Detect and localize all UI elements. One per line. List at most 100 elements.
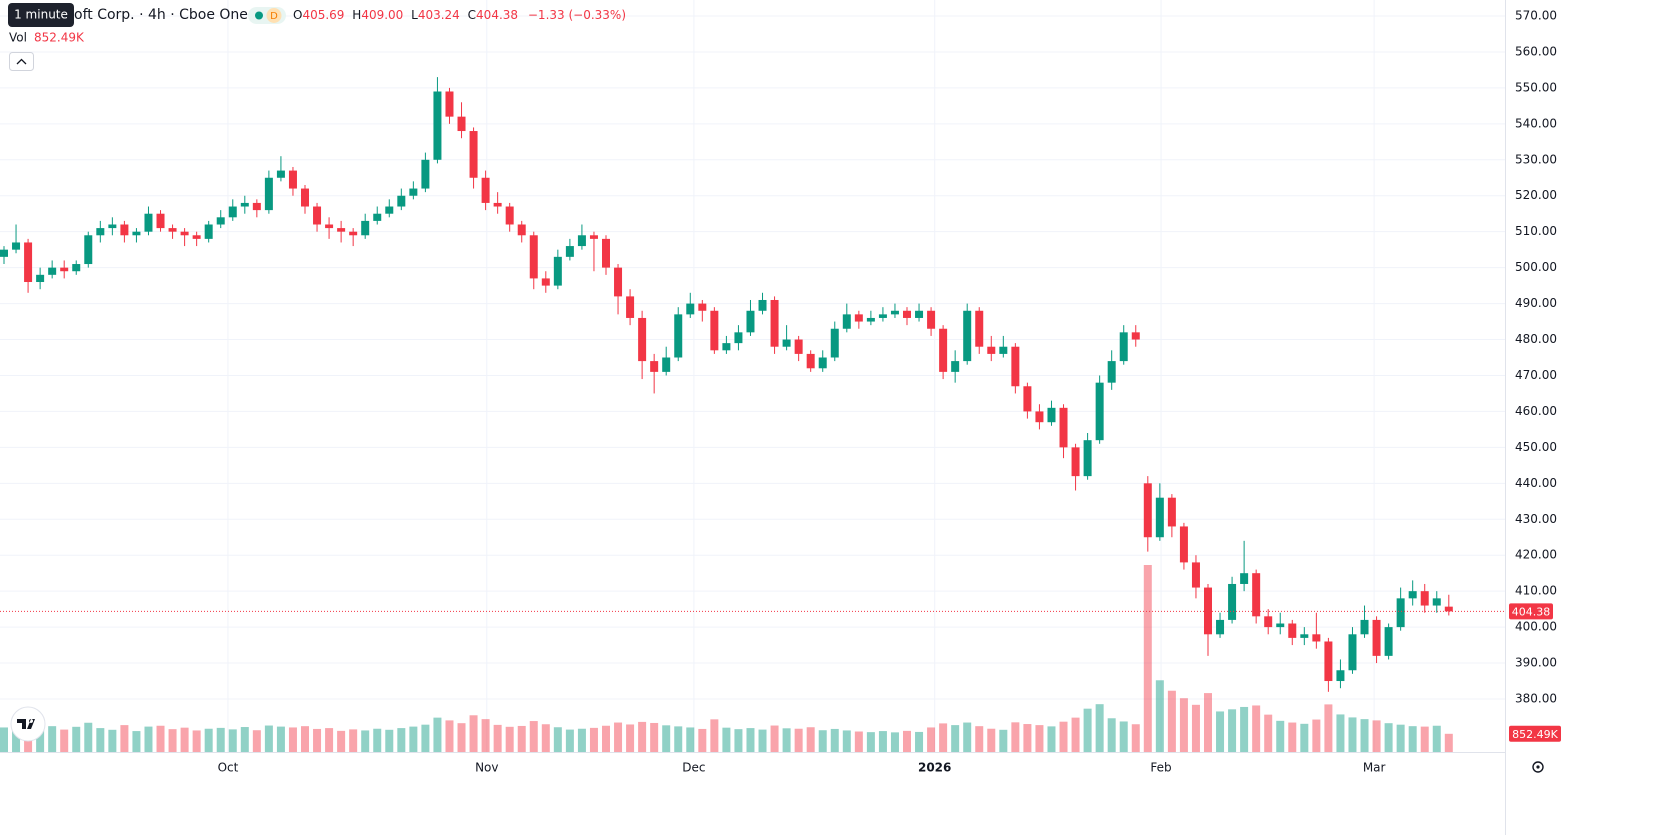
candle-body xyxy=(782,339,791,347)
candle-body xyxy=(36,274,45,283)
candle-body xyxy=(517,224,526,236)
volume-bar xyxy=(313,728,322,752)
volume-bar xyxy=(541,724,550,752)
volume-bar xyxy=(830,728,839,752)
candle-body xyxy=(1143,483,1152,538)
volume-bar xyxy=(1384,723,1393,752)
y-tick-label: 530.00 xyxy=(1515,152,1557,166)
volume-bar xyxy=(1155,680,1164,752)
volume-bar xyxy=(553,727,562,752)
y-tick-label: 460.00 xyxy=(1515,404,1557,418)
volume-bar xyxy=(878,731,887,752)
ohlc-legend: O405.69 H409.00 L403.24 C404.38 −1.33 (−… xyxy=(293,8,626,22)
y-tick-label: 480.00 xyxy=(1515,332,1557,346)
candle-body xyxy=(325,224,334,229)
volume-bar xyxy=(794,728,803,752)
volume-bar xyxy=(939,723,948,752)
candle-body xyxy=(216,217,225,225)
candle-body xyxy=(915,310,924,318)
y-tick-label: 400.00 xyxy=(1515,620,1557,634)
volume-bar xyxy=(1264,714,1273,752)
candle-body xyxy=(84,235,93,265)
volume-bar xyxy=(132,731,141,752)
candle-body xyxy=(0,249,8,257)
legend-key: L xyxy=(411,8,418,22)
candle-body xyxy=(1131,332,1140,340)
candle-body xyxy=(1300,634,1309,638)
candle-body xyxy=(674,314,683,358)
volume-bar xyxy=(156,725,165,752)
volume-bar xyxy=(842,730,851,752)
volume-bar xyxy=(915,731,924,752)
volume-bar xyxy=(469,715,478,752)
candle-body xyxy=(1336,670,1345,682)
candle-body xyxy=(1240,573,1249,584)
candle-body xyxy=(192,235,201,239)
candle-body xyxy=(1432,598,1441,606)
candle-body xyxy=(24,242,33,283)
candle-body xyxy=(481,177,490,203)
volume-bar xyxy=(734,729,743,752)
candle-body xyxy=(1179,526,1188,563)
candle-body xyxy=(337,228,346,232)
badge-bg xyxy=(266,8,282,23)
volume-bar xyxy=(626,724,635,752)
settings-icon[interactable] xyxy=(1532,761,1544,773)
candle-body xyxy=(1264,616,1273,628)
volume-bar xyxy=(1396,724,1405,752)
volume-bar xyxy=(1216,711,1225,752)
y-tick-label: 440.00 xyxy=(1515,476,1557,490)
volume-bar xyxy=(12,728,21,752)
candle-body xyxy=(1083,440,1092,477)
volume-bar xyxy=(698,728,707,752)
candle-body xyxy=(276,170,285,178)
candle-body xyxy=(1312,634,1321,642)
volume-bar xyxy=(1179,698,1188,752)
y-tick-label: 380.00 xyxy=(1515,692,1557,706)
candle-body xyxy=(1252,573,1261,617)
candle-body xyxy=(975,310,984,347)
y-tick-label: 540.00 xyxy=(1515,116,1557,130)
volume-bar xyxy=(1312,719,1321,752)
candle-body xyxy=(577,235,586,247)
candle-body xyxy=(927,310,936,329)
volume-bar xyxy=(806,727,815,752)
x-tick-label: Dec xyxy=(682,761,705,775)
volume-bar xyxy=(1348,717,1357,752)
candle-body xyxy=(1348,634,1357,671)
settings[interactable] xyxy=(1532,761,1544,773)
volume-bar xyxy=(36,723,45,752)
volume-bar xyxy=(1204,693,1212,752)
candle-body xyxy=(553,256,562,286)
candle-body xyxy=(1095,382,1104,441)
collapse-icon xyxy=(16,58,27,65)
legend-value: 409.00 xyxy=(361,8,403,22)
price-pane xyxy=(0,77,1453,692)
candle-body xyxy=(1276,623,1285,628)
vol-key: Vol xyxy=(9,31,27,45)
volume-bar xyxy=(216,727,225,752)
candle-body xyxy=(421,159,430,189)
candle-body xyxy=(505,206,514,225)
volume-bar xyxy=(1143,565,1152,752)
candle-body xyxy=(1384,627,1393,656)
candle-body xyxy=(1059,407,1068,448)
volume-bar xyxy=(1119,721,1128,752)
volume-bar xyxy=(1035,725,1044,752)
volume-bar xyxy=(192,730,201,752)
logo-mark xyxy=(17,719,35,729)
last-volume-label: 852.49K xyxy=(1512,728,1558,741)
candle-body xyxy=(686,303,695,315)
candle-body xyxy=(264,177,273,211)
candle-body xyxy=(409,188,418,196)
candle-body xyxy=(1167,497,1176,527)
volume-bar xyxy=(818,730,827,752)
collapse-button[interactable] xyxy=(9,52,34,71)
volume-bar xyxy=(614,722,623,752)
candle-body xyxy=(1228,583,1237,620)
candle-body xyxy=(1372,619,1381,656)
axes: 380.00 390.00 400.00 410.00 420.00 430.00 440.… xyxy=(0,0,1561,835)
volume-bar xyxy=(1372,720,1381,752)
candle-body xyxy=(1155,497,1164,538)
candle-body xyxy=(288,170,297,189)
